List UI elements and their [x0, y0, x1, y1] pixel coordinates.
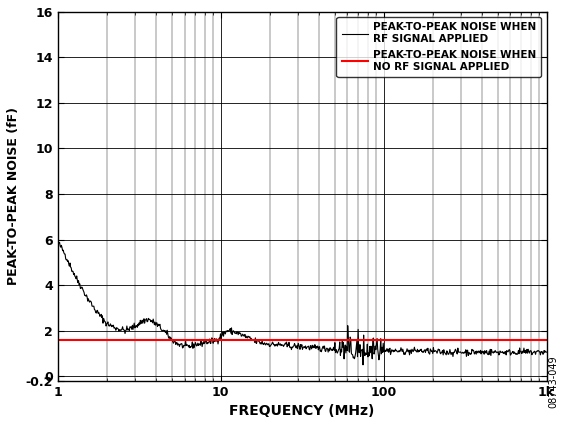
Legend: PEAK-TO-PEAK NOISE WHEN
RF SIGNAL APPLIED, PEAK-TO-PEAK NOISE WHEN
NO RF SIGNAL : PEAK-TO-PEAK NOISE WHEN RF SIGNAL APPLIE…	[337, 17, 541, 77]
PEAK-TO-PEAK NOISE WHEN
RF SIGNAL APPLIED	[338, 349, 345, 354]
PEAK-TO-PEAK NOISE WHEN
RF SIGNAL APPLIED	[55, 238, 61, 244]
Text: 08743-049: 08743-049	[549, 355, 559, 408]
X-axis label: FREQUENCY (MHz): FREQUENCY (MHz)	[229, 404, 375, 418]
PEAK-TO-PEAK NOISE WHEN
NO RF SIGNAL APPLIED	[55, 337, 61, 342]
PEAK-TO-PEAK NOISE WHEN
RF SIGNAL APPLIED	[476, 349, 483, 354]
PEAK-TO-PEAK NOISE WHEN
RF SIGNAL APPLIED	[426, 351, 433, 356]
Y-axis label: PEAK-TO-PEAK NOISE (fF): PEAK-TO-PEAK NOISE (fF)	[7, 107, 20, 285]
PEAK-TO-PEAK NOISE WHEN
RF SIGNAL APPLIED	[543, 350, 550, 355]
PEAK-TO-PEAK NOISE WHEN
RF SIGNAL APPLIED	[351, 356, 358, 361]
PEAK-TO-PEAK NOISE WHEN
RF SIGNAL APPLIED	[360, 362, 366, 367]
PEAK-TO-PEAK NOISE WHEN
RF SIGNAL APPLIED	[366, 344, 373, 349]
PEAK-TO-PEAK NOISE WHEN
RF SIGNAL APPLIED	[84, 299, 91, 304]
Line: PEAK-TO-PEAK NOISE WHEN
RF SIGNAL APPLIED: PEAK-TO-PEAK NOISE WHEN RF SIGNAL APPLIE…	[58, 241, 547, 365]
